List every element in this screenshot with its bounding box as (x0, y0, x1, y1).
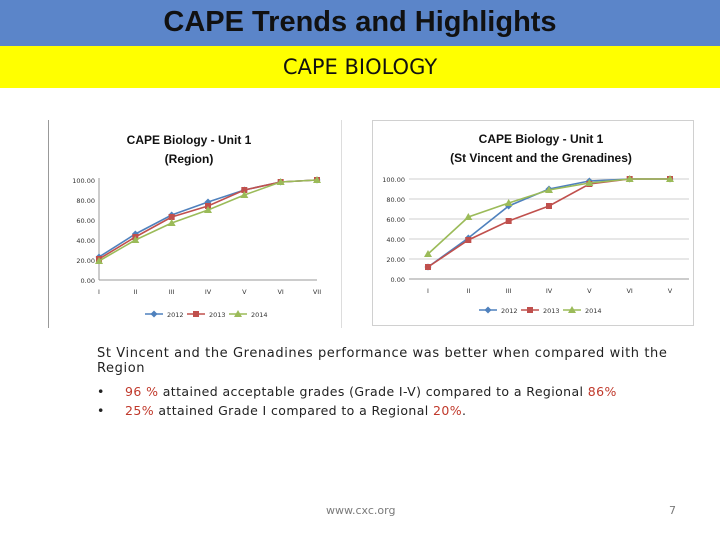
series-line-2014 (98, 179, 318, 262)
page-subtitle: CAPE BIOLOGY (282, 55, 438, 79)
y-tick-label: 40.00 (76, 237, 95, 245)
legend-label: 2013 (209, 311, 226, 319)
data-point-2013 (168, 214, 175, 220)
legend-marker (527, 307, 533, 313)
series-line-2013 (98, 179, 318, 260)
x-tick-label: II (133, 288, 137, 296)
legend-marker (234, 310, 242, 317)
y-tick-label: 0.00 (81, 277, 95, 285)
chart-region-svg: CAPE Biology - Unit 1 (Region) 0.00 20.00 40… (72, 133, 321, 319)
data-point-2013 (241, 187, 248, 193)
x-tick-label: V (242, 288, 247, 296)
bullet-highlight: 86% (587, 384, 617, 399)
chart-title: CAPE Biology - Unit 1 (479, 132, 604, 146)
data-point-2014 (131, 236, 140, 243)
legend-label: 2014 (585, 307, 602, 315)
bullet-highlight: 25% (125, 403, 154, 418)
legend-label: 2014 (251, 311, 268, 319)
legend-marker (193, 311, 199, 317)
legend-label: 2012 (501, 307, 518, 315)
bullet-list: • 96 % attained acceptable grades (Grade… (97, 384, 617, 422)
x-tick-label: III (506, 287, 512, 295)
data-point-2014 (545, 186, 553, 193)
x-tick-label: I (427, 287, 429, 295)
legend-marker (150, 310, 158, 318)
y-tick-label: 80.00 (76, 197, 95, 205)
chart-title: CAPE Biology - Unit 1 (127, 133, 252, 147)
data-point-2013 (505, 218, 512, 224)
bullet-text: attained Grade I compared to a Regional (153, 403, 434, 418)
bullet-highlight: 96 % (125, 384, 159, 399)
data-point-2013 (425, 264, 431, 270)
data-point-2014 (313, 176, 321, 183)
bullet-text: attained acceptable grades (Grade I-V) c… (158, 384, 588, 399)
series-line-2012 (98, 179, 318, 258)
bullet-item: • 96 % attained acceptable grades (Grade… (97, 384, 617, 403)
x-tick-label: VI (277, 288, 283, 296)
y-tick-label: 20.00 (386, 256, 405, 264)
x-tick-label: III (169, 288, 175, 296)
chart-title: (Region) (165, 152, 214, 166)
data-point-2014 (666, 175, 674, 182)
summary-text: St Vincent and the Grenadines performanc… (97, 346, 668, 376)
legend-label: 2012 (167, 311, 184, 319)
bullet-marker: • (97, 403, 105, 418)
x-tick-label: I (98, 288, 100, 296)
bullet-highlight: 20% (433, 403, 463, 418)
data-point-2014 (276, 178, 285, 185)
chart-title: (St Vincent and the Grenadines) (450, 151, 632, 165)
chart-svg-grenadines: CAPE Biology - Unit 1 (St Vincent and the… (372, 120, 694, 326)
data-point-2014 (204, 206, 212, 213)
chart-svg-grenadines-svg: CAPE Biology - Unit 1 (St Vincent and the… (382, 132, 689, 315)
bullet-marker: • (97, 384, 105, 399)
y-tick-label: 60.00 (76, 217, 95, 225)
title-bar: CAPE Trends and Highlights (0, 0, 720, 46)
y-tick-label: 80.00 (386, 196, 405, 204)
page-title: CAPE Trends and Highlights (163, 6, 557, 38)
x-tick-label: IV (546, 287, 553, 295)
data-point-2014 (625, 175, 634, 182)
x-tick-label: VI (626, 287, 632, 295)
page-number: 7 (669, 504, 676, 517)
bullet-end: . (462, 403, 467, 418)
x-tick-label: V (587, 287, 592, 295)
y-tick-label: 100.00 (72, 177, 95, 185)
x-tick-label: V (668, 287, 673, 295)
chart-region: CAPE Biology - Unit 1 (Region) 0.00 20.00 40… (48, 120, 342, 328)
data-point-2013 (465, 237, 472, 243)
y-tick-label: 100.00 (382, 176, 405, 184)
data-point-2014 (424, 250, 432, 257)
subtitle-bar: CAPE BIOLOGY (0, 46, 720, 88)
data-point-2014 (585, 179, 594, 186)
data-point-2014 (95, 257, 103, 264)
bullet-item: • 25% attained Grade I compared to a Reg… (97, 403, 617, 422)
y-tick-label: 40.00 (386, 236, 405, 244)
y-tick-label: 20.00 (76, 257, 95, 265)
x-tick-label: II (466, 287, 470, 295)
footer-url[interactable]: www.cxc.org (326, 504, 396, 517)
data-point-2014 (464, 213, 473, 220)
y-tick-label: 60.00 (386, 216, 405, 224)
legend-marker (484, 306, 492, 314)
y-tick-label: 0.00 (391, 276, 405, 284)
data-point-2014 (504, 199, 513, 206)
data-point-2013 (546, 203, 552, 209)
x-tick-label: VII (313, 288, 321, 296)
legend-marker (568, 306, 576, 313)
x-tick-label: IV (205, 288, 212, 296)
legend-label: 2013 (543, 307, 560, 315)
data-point-2014 (240, 191, 249, 198)
data-point-2014 (167, 219, 176, 226)
